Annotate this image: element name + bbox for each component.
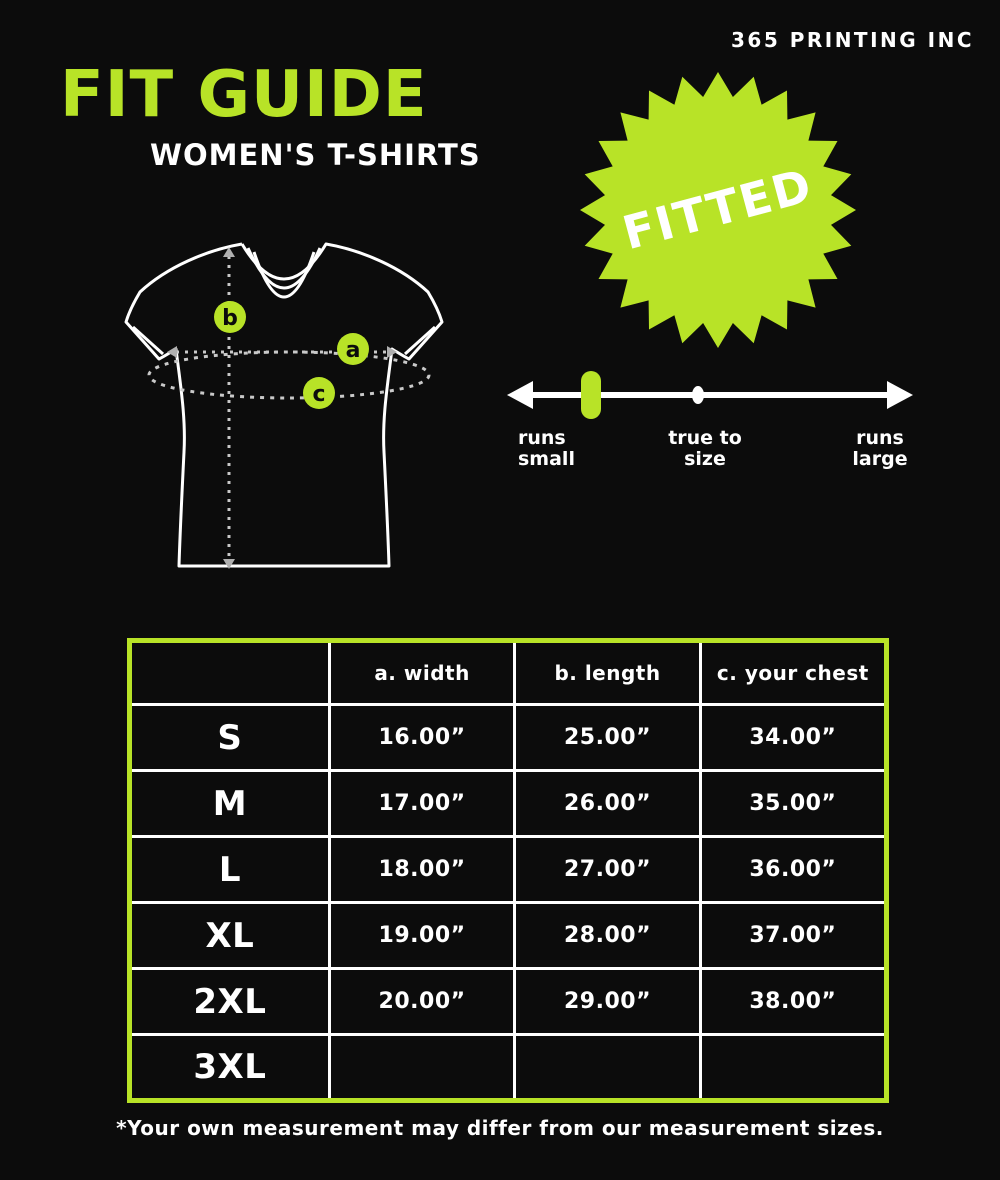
marker-b-circle <box>214 301 246 333</box>
header-width: a. width <box>327 639 517 706</box>
size-row: 2XL 20.00” 29.00” 38.00” <box>128 967 889 1036</box>
tshirt-diagram-icon: b a c <box>124 242 444 569</box>
width-arrow-left <box>167 346 177 358</box>
page-subtitle: WOMEN'S T-SHIRTS <box>150 138 481 172</box>
size-label: 2XL <box>128 967 331 1036</box>
chest-measure-ellipse <box>147 350 431 400</box>
size-label: XL <box>128 901 331 970</box>
size-table: a. width b. length c. your chest S 16.00”… <box>127 638 889 1103</box>
scale-label-line: large <box>852 448 908 470</box>
scale-arrow-left-icon <box>507 381 533 409</box>
length-arrow-down <box>223 559 235 569</box>
measurement-value: 20.00” <box>327 967 517 1036</box>
scale-label-line: true to <box>668 427 742 449</box>
scale-label-runs-large: runs large <box>842 428 918 470</box>
brand-name: 365 PRINTING INC <box>730 28 974 52</box>
measurement-value: 35.00” <box>698 769 889 838</box>
marker-a-circle <box>337 333 369 365</box>
size-label: 3XL <box>128 1033 331 1102</box>
scale-marker <box>581 371 601 419</box>
collar-line-1 <box>246 247 322 290</box>
size-row: 3XL <box>128 1033 889 1102</box>
measurement-value <box>698 1033 889 1102</box>
scale-label-true-to-size: true to size <box>650 428 760 470</box>
size-label: S <box>128 703 331 772</box>
measurement-value: 38.00” <box>698 967 889 1036</box>
size-label: L <box>128 835 331 904</box>
measurement-value: 36.00” <box>698 835 889 904</box>
measurement-value: 27.00” <box>513 835 702 904</box>
width-arrow-right <box>387 346 397 358</box>
header-length: b. length <box>513 639 702 706</box>
length-arrow-up <box>223 247 235 257</box>
measurement-value: 18.00” <box>327 835 517 904</box>
fit-scale <box>507 371 913 419</box>
tshirt-outline <box>124 242 444 568</box>
scale-label-runs-small: runs small <box>518 428 608 470</box>
measurement-value: 26.00” <box>513 769 702 838</box>
size-row: M 17.00” 26.00” 35.00” <box>128 769 889 838</box>
size-table-header-row: a. width b. length c. your chest <box>128 639 889 706</box>
scale-label-line: size <box>684 448 726 470</box>
marker-a-label: a <box>346 338 361 363</box>
marker-c-label: c <box>312 382 325 407</box>
size-table-body: S 16.00” 25.00” 34.00” M 17.00” 26.00” 35.00” L 1… <box>128 703 889 1102</box>
collar-line-2 <box>252 251 316 299</box>
page-title: FIT GUIDE <box>60 58 428 132</box>
measurement-value: 29.00” <box>513 967 702 1036</box>
scale-label-line: runs <box>518 427 566 449</box>
size-label: M <box>128 769 331 838</box>
measurement-value: 19.00” <box>327 901 517 970</box>
scale-center-dot <box>692 386 704 404</box>
marker-c-circle <box>303 377 335 409</box>
measurement-value: 17.00” <box>327 769 517 838</box>
scale-arrow-right-icon <box>887 381 913 409</box>
header-size <box>128 639 331 706</box>
scale-label-line: runs <box>856 427 904 449</box>
size-row: S 16.00” 25.00” 34.00” <box>128 703 889 772</box>
scale-label-line: small <box>518 448 575 470</box>
fitted-starburst-badge: FITTED <box>580 72 856 348</box>
size-row: XL 19.00” 28.00” 37.00” <box>128 901 889 970</box>
right-cuff-line <box>403 325 437 356</box>
measurement-value: 16.00” <box>327 703 517 772</box>
measurement-value: 25.00” <box>513 703 702 772</box>
left-cuff-line <box>131 325 165 356</box>
measurement-value <box>327 1033 517 1102</box>
marker-b-label: b <box>222 306 238 331</box>
measurement-value <box>513 1033 702 1102</box>
starburst-icon <box>580 72 856 348</box>
header-chest: c. your chest <box>698 639 889 706</box>
measurement-value: 28.00” <box>513 901 702 970</box>
size-row: L 18.00” 27.00” 36.00” <box>128 835 889 904</box>
measurement-value: 37.00” <box>698 901 889 970</box>
measurement-value: 34.00” <box>698 703 889 772</box>
footnote: *Your own measurement may differ from ou… <box>116 1116 884 1140</box>
